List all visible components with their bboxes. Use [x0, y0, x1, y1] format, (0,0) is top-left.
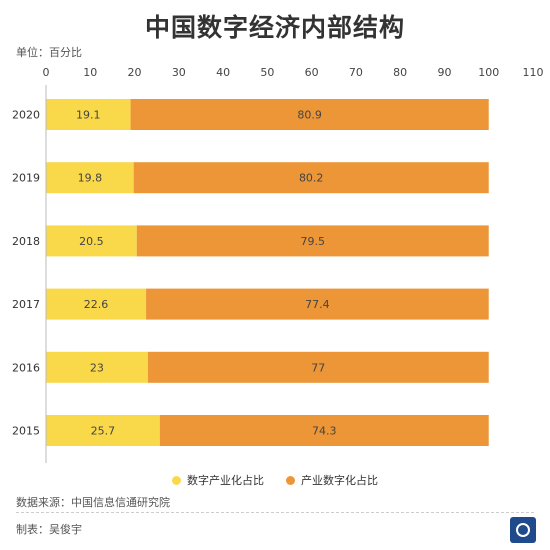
- legend-item-digital-industrialization: 数字产业化占比: [172, 472, 264, 488]
- bar-industrial-digitalization: [136, 225, 489, 257]
- bar-value-label: 74.3: [312, 425, 337, 438]
- stacked-bar-chart: 0 10 20 30 40 50 60 70 80 90 100 110 2020 19.1 80.9 201…: [12, 66, 544, 463]
- bar-digital-industrialization: [46, 415, 160, 446]
- x-tick-label: 50: [260, 66, 274, 79]
- legend: 数字产业化占比 产业数字化占比: [0, 472, 550, 488]
- x-tick-label: 40: [216, 66, 230, 79]
- bar-value-label: 80.2: [299, 172, 324, 185]
- bar-digital-industrialization: [46, 162, 134, 194]
- x-tick-label: 70: [349, 66, 363, 79]
- legend-dot-icon: [172, 475, 181, 485]
- chart-maker: 制表：吴俊宇: [16, 523, 82, 536]
- legend-label: 产业数字化占比: [301, 474, 378, 487]
- x-tick-label: 30: [172, 66, 186, 79]
- y-category-label: 2018: [12, 235, 40, 248]
- y-category-label: 2015: [12, 425, 40, 438]
- x-tick-label: 60: [305, 66, 319, 79]
- y-category-label: 2019: [12, 172, 40, 185]
- bar-digital-industrialization: [46, 225, 137, 257]
- footer-divider: [16, 512, 534, 513]
- x-tick-label: 10: [83, 66, 97, 79]
- y-category-label: 2016: [12, 361, 40, 374]
- bar-industrial-digitalization: [130, 99, 489, 130]
- x-tick-label: 20: [128, 66, 142, 79]
- logo-mark-icon: [516, 523, 530, 537]
- bar-value-label: 77.4: [305, 298, 330, 311]
- bar-value-label: 19.8: [78, 172, 103, 185]
- x-tick-label: 90: [437, 66, 451, 79]
- data-source: 数据来源：中国信息信通研究院: [16, 496, 170, 509]
- bar-digital-industrialization: [46, 99, 131, 130]
- bar-industrial-digitalization: [146, 288, 489, 320]
- bar-value-label: 20.5: [79, 235, 104, 248]
- x-tick-label: 80: [393, 66, 407, 79]
- x-tick-label: 110: [523, 66, 544, 79]
- legend-label: 数字产业化占比: [187, 474, 264, 487]
- bar-value-label: 80.9: [297, 109, 322, 122]
- unit-label: 单位：百分比: [16, 46, 82, 59]
- bar-digital-industrialization: [46, 288, 147, 320]
- publisher-logo-icon: [510, 517, 536, 543]
- bar-value-label: 25.7: [91, 425, 116, 438]
- x-tick-label: 0: [43, 66, 50, 79]
- bar-value-label: 23: [90, 361, 104, 374]
- bar-value-label: 79.5: [300, 235, 325, 248]
- x-tick-label: 100: [478, 66, 499, 79]
- bar-industrial-digitalization: [159, 415, 489, 446]
- legend-dot-icon: [286, 475, 295, 485]
- bar-value-label: 19.1: [76, 109, 101, 122]
- y-category-label: 2020: [12, 109, 40, 122]
- page-title: 中国数字经济内部结构: [144, 13, 405, 42]
- bar-value-label: 77: [311, 361, 325, 374]
- bar-industrial-digitalization: [147, 351, 489, 383]
- bar-digital-industrialization: [46, 351, 148, 383]
- bar-industrial-digitalization: [133, 162, 489, 194]
- y-category-label: 2017: [12, 298, 40, 311]
- bar-value-label: 22.6: [84, 298, 109, 311]
- legend-item-industrial-digitalization: 产业数字化占比: [286, 472, 378, 488]
